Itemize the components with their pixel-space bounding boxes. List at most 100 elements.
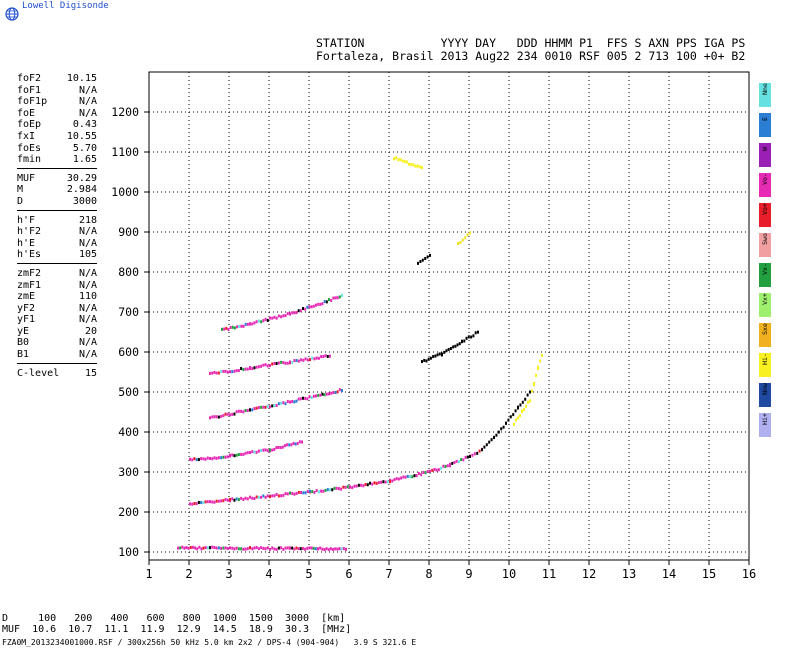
echo-point	[211, 415, 214, 419]
x-tick-label: 12	[582, 567, 596, 581]
echo-point	[465, 336, 468, 340]
echo-point	[236, 325, 239, 329]
echo-point	[519, 403, 522, 407]
echo-point	[409, 475, 411, 479]
muf-frequency-row: MUF 10.6 10.7 11.1 11.9 12.9 14.5 18.9 3…	[2, 624, 352, 635]
echo-point	[289, 400, 291, 404]
param-label: M	[17, 184, 24, 196]
echo-point	[269, 448, 271, 452]
legend-swatch: Vo-	[759, 173, 771, 197]
echo-point	[315, 303, 317, 307]
echo-point	[284, 314, 287, 318]
echo-point	[464, 455, 467, 459]
echo-point	[291, 400, 294, 404]
echo-point	[251, 367, 254, 371]
echo-point	[449, 347, 452, 351]
echo-point	[357, 483, 360, 487]
x-tick-label: 11	[542, 567, 556, 581]
echo-point	[413, 474, 416, 478]
echo-point	[478, 449, 481, 453]
echo-point	[275, 361, 278, 365]
echo-point	[200, 501, 203, 505]
echo-point	[517, 416, 519, 420]
param-value: 110	[78, 291, 97, 303]
echo-point	[204, 546, 207, 550]
echo-point	[470, 335, 473, 339]
echo-point	[529, 399, 531, 403]
echo-point	[229, 370, 231, 374]
echo-point	[342, 485, 345, 489]
echo-point	[257, 319, 260, 323]
echo-point	[389, 480, 391, 484]
echo-point	[373, 481, 376, 485]
echo-point	[266, 364, 269, 368]
echo-point	[304, 396, 307, 400]
echo-point	[198, 545, 201, 549]
param-label: foEs	[17, 142, 42, 154]
x-tick-label: 14	[662, 567, 676, 581]
legend-swatch: Vx+	[759, 293, 771, 317]
echo-point	[289, 491, 291, 495]
echo-point	[401, 159, 404, 163]
echo-point	[273, 547, 276, 551]
echo-point	[249, 495, 251, 499]
x-tick-labels: 1 2 3 4 5 6 7 8 9 10 11 12 13 14 15 16	[145, 567, 756, 581]
echo-point	[391, 479, 394, 483]
echo-point	[334, 296, 337, 300]
echo-point	[209, 500, 211, 504]
echo-point	[338, 388, 341, 392]
echo-point	[308, 546, 311, 550]
echo-point	[193, 501, 196, 505]
echo-point	[423, 358, 426, 362]
param-row: foEs 5.70	[17, 143, 97, 155]
echo-point	[445, 349, 448, 353]
echo-point	[460, 458, 463, 462]
echo-point	[533, 381, 535, 385]
echo-point	[293, 492, 296, 496]
echo-point	[461, 340, 463, 344]
echo-point	[500, 427, 503, 431]
echo-point	[355, 484, 358, 488]
echo-traces	[177, 156, 543, 552]
echo-point	[222, 414, 225, 418]
echo-point	[469, 455, 471, 459]
echo-point	[441, 352, 443, 356]
param-value: N/A	[78, 337, 97, 349]
header-columns: STATION YYYY DAY DDD HHMM P1 FFS S AXN P…	[316, 36, 746, 50]
echo-point	[328, 298, 330, 302]
echo-point	[191, 458, 194, 462]
echo-point	[338, 295, 341, 299]
echo-point	[257, 449, 260, 453]
echo-point	[206, 546, 209, 550]
echo-point	[227, 328, 230, 332]
echo-point	[269, 364, 271, 368]
echo-point	[425, 359, 428, 363]
echo-point	[380, 480, 383, 484]
echo-point	[507, 418, 510, 422]
y-tick-label: 400	[118, 425, 139, 439]
echo-point	[238, 324, 241, 328]
echo-point	[237, 409, 240, 413]
echo-point	[217, 415, 220, 419]
echo-point	[289, 360, 291, 364]
echo-point	[253, 407, 256, 411]
echo-point	[264, 448, 267, 452]
echo-point	[467, 335, 470, 339]
legend-label: Hi-	[761, 353, 769, 365]
echo-point	[231, 325, 234, 329]
echo-point	[405, 160, 408, 164]
echo-point	[264, 317, 267, 321]
echo-point	[488, 440, 491, 444]
param-row: foF1 N/A	[17, 85, 97, 97]
echo-point	[229, 497, 231, 501]
y-tick-label: 200	[118, 505, 139, 519]
echo-point	[204, 457, 207, 461]
echo-point	[493, 436, 495, 440]
echo-point	[213, 415, 216, 419]
echo-point	[246, 409, 249, 413]
legend-label: Nnw	[761, 383, 769, 395]
echo-point	[531, 389, 533, 393]
echo-point	[262, 494, 265, 498]
echo-point	[249, 546, 251, 550]
echo-point	[257, 547, 260, 551]
